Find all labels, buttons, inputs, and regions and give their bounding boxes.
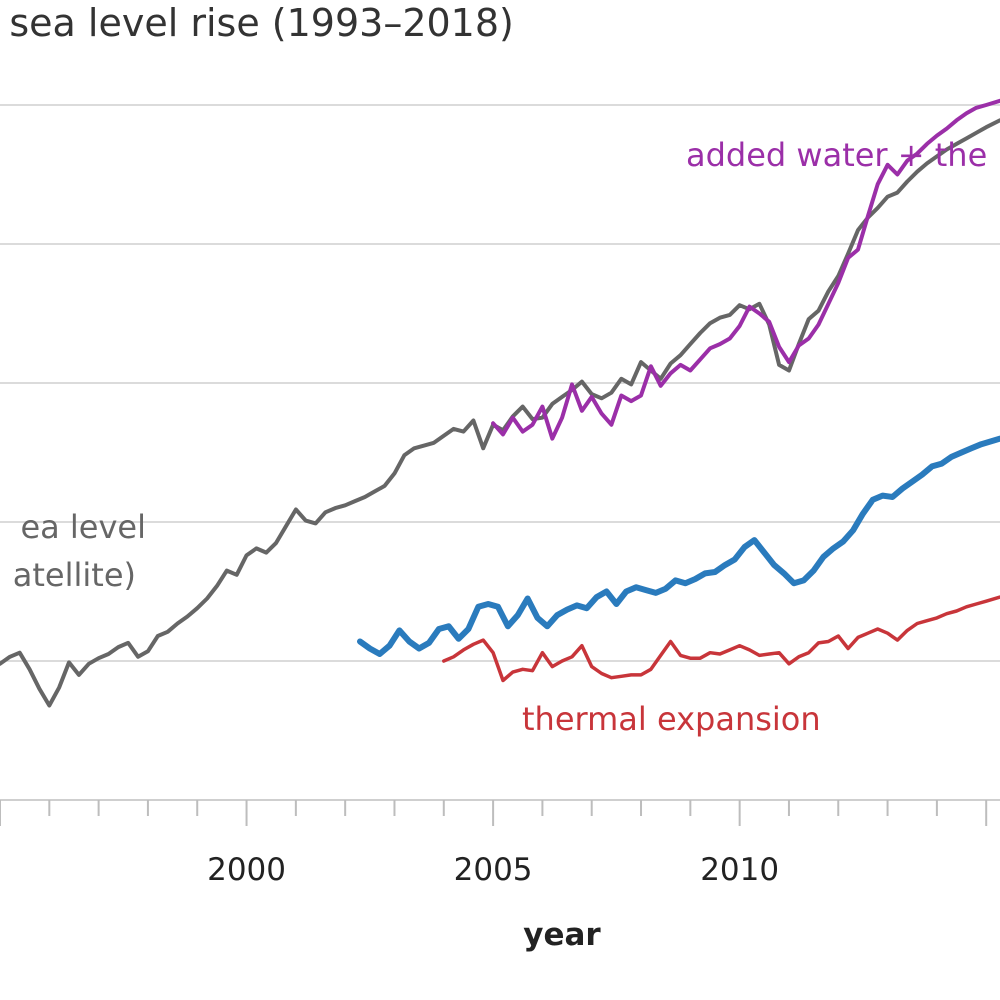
series-line-added-water-thermal-expansion (491, 98, 1000, 441)
sea-level-label-line-2: atellite) (13, 556, 136, 594)
x-axis-ticks (0, 800, 988, 826)
y-gridlines (0, 104, 1000, 662)
x-tick-label-2000: 2000 (207, 852, 286, 888)
series-labels: ea level atellite) added water + the the… (13, 136, 987, 738)
series-line-added-water (357, 435, 1000, 657)
chart-title: a sea level rise (1993–2018) (0, 1, 514, 45)
series-line-thermal-expansion (442, 595, 1000, 683)
added-water-thermal-label: added water + the (686, 136, 987, 174)
x-tick-labels: 2000 2005 2010 (207, 852, 779, 888)
x-tick-label-2010: 2010 (700, 852, 779, 888)
sea-level-label-line-1: ea level (20, 508, 146, 546)
series-line-sea-level-satellite- (0, 118, 1000, 708)
x-tick-label-2005: 2005 (454, 852, 533, 888)
thermal-expansion-label: thermal expansion (522, 700, 821, 738)
series-lines (0, 98, 1000, 708)
x-axis-title: year (523, 917, 601, 953)
